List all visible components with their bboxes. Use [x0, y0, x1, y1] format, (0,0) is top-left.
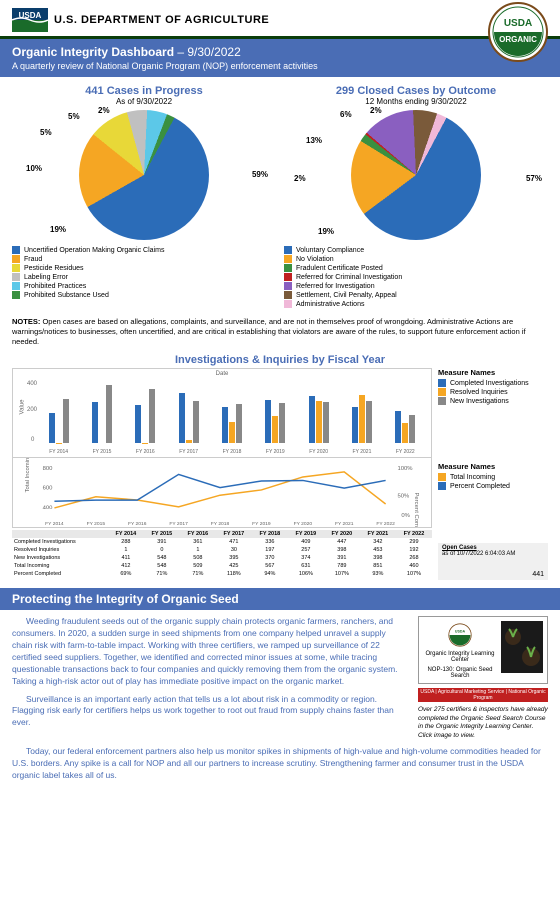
svg-text:FY 2018: FY 2018: [211, 521, 230, 527]
protect-text-continued: Today, our federal enforcement partners …: [0, 746, 560, 796]
svg-text:USDA: USDA: [504, 18, 532, 29]
legend-item: Referred for Criminal Investigation: [284, 273, 548, 281]
dashboard-subtitle: A quarterly review of National Organic P…: [12, 61, 548, 71]
protect-sidebar: USDA Organic Integrity Learning Center N…: [418, 616, 548, 740]
protect-heading: Protecting the Integrity of Organic Seed: [0, 588, 560, 610]
page-header: USDA U.S. DEPARTMENT OF AGRICULTURE USDA…: [0, 0, 560, 39]
pie1-legend: Uncertified Operation Making Organic Cla…: [12, 246, 276, 299]
legend-item: Completed Investigations: [438, 379, 548, 387]
svg-text:USDA: USDA: [455, 630, 466, 634]
svg-text:ORGANIC: ORGANIC: [499, 35, 537, 44]
cases-in-progress-chart: 441 Cases in Progress As of 9/30/2022 59…: [12, 85, 276, 309]
svg-text:FY 2015: FY 2015: [87, 521, 106, 527]
legend-item: Referred for Investigation: [284, 282, 548, 290]
chart2-title: 299 Closed Cases by Outcome: [284, 85, 548, 97]
usda-organic-seal-icon: USDA ORGANIC: [488, 2, 548, 62]
svg-text:600: 600: [43, 486, 54, 492]
svg-text:FY 2020: FY 2020: [294, 521, 313, 527]
pie1-graphic: [79, 110, 209, 240]
dept-name: U.S. DEPARTMENT OF AGRICULTURE: [54, 14, 269, 26]
table-row: Total Incoming41254850942556763178985146…: [12, 562, 432, 570]
svg-text:FY 2016: FY 2016: [128, 521, 147, 527]
table-row: Resolved Inquiries10130197257398453192: [12, 546, 432, 554]
svg-text:FY 2022: FY 2022: [376, 521, 395, 527]
svg-text:FY 2017: FY 2017: [169, 521, 188, 527]
svg-text:FY 2021: FY 2021: [335, 521, 354, 527]
investigations-title: Investigations & Inquiries by Fiscal Yea…: [0, 354, 560, 366]
svg-text:Percent Completed: Percent Completed: [413, 493, 419, 528]
legend-item: Pesticide Residues: [12, 264, 276, 272]
svg-text:Total Incoming: Total Incoming: [25, 458, 31, 493]
table-row: Percent Completed69%71%71%118%94%106%107…: [12, 570, 432, 578]
svg-text:50%: 50%: [397, 494, 410, 500]
pie-charts-row: 441 Cases in Progress As of 9/30/2022 59…: [0, 77, 560, 317]
svg-text:100%: 100%: [397, 466, 413, 472]
legend-item: Total Incoming: [438, 473, 548, 481]
open-cases-box: Open Cases as of 10/7/2022 6:04:03 AM 44…: [438, 543, 548, 580]
table-row: Completed Investigations2883913614713364…: [12, 538, 432, 546]
legend-item: Resolved Inquiries: [438, 388, 548, 396]
legend-item: New Investigations: [438, 397, 548, 405]
investigations-section: Date Value 400 200 0 FY 2014FY 2015FY 20…: [0, 368, 560, 580]
legend-item: Fradulent Certificate Posted: [284, 264, 548, 272]
closed-cases-chart: 299 Closed Cases by Outcome 12 Months en…: [284, 85, 548, 309]
table-row: New Investigations4115485083953703743913…: [12, 554, 432, 562]
investigations-legends: Measure Names Completed InvestigationsRe…: [438, 368, 548, 580]
bar-chart: Date Value 400 200 0 FY 2014FY 2015FY 20…: [12, 368, 432, 458]
legend-item: Labeling Error: [12, 273, 276, 281]
line-chart: Total Incoming Percent Completed 800 600 4…: [12, 458, 432, 528]
red-banner: USDA | Agricultural Marketing Service | …: [418, 688, 548, 702]
svg-text:FY 2014: FY 2014: [45, 521, 64, 527]
legend-item: Prohibited Substance Used: [12, 291, 276, 299]
notes-text: NOTES: Open cases are based on allegatio…: [0, 317, 560, 346]
svg-text:800: 800: [43, 466, 54, 472]
usda-logo-block: USDA U.S. DEPARTMENT OF AGRICULTURE: [12, 8, 269, 32]
chart2-subtitle: 12 Months ending 9/30/2022: [284, 97, 548, 106]
dashboard-title: Organic Integrity Dashboard – 9/30/2022: [12, 45, 548, 59]
svg-text:FY 2019: FY 2019: [252, 521, 271, 527]
usda-logo-icon: USDA: [12, 8, 48, 32]
course-caption: Over 275 certifiers & inspectors have al…: [418, 706, 548, 740]
pie2-legend: Voluntary ComplianceNo ViolationFradulen…: [284, 246, 548, 308]
legend-item: Voluntary Compliance: [284, 246, 548, 254]
legend-item: Prohibited Practices: [12, 282, 276, 290]
seedling-image: [501, 621, 543, 673]
legend-item: Settlement, Civil Penalty, Appeal: [284, 291, 548, 299]
chart1-subtitle: As of 9/30/2022: [12, 97, 276, 106]
title-bar: Organic Integrity Dashboard – 9/30/2022 …: [0, 39, 560, 77]
chart1-title: 441 Cases in Progress: [12, 85, 276, 97]
legend-item: Percent Completed: [438, 482, 548, 490]
protect-section: Weeding fraudulent seeds out of the orga…: [0, 610, 560, 746]
legend-item: No Violation: [284, 255, 548, 263]
protect-text: Weeding fraudulent seeds out of the orga…: [12, 616, 408, 740]
svg-text:400: 400: [43, 506, 54, 512]
pie2-graphic: [351, 110, 481, 240]
investigations-table: FY 2014FY 2015FY 2016FY 2017FY 2018FY 20…: [12, 530, 432, 578]
course-card[interactable]: USDA Organic Integrity Learning Center N…: [418, 616, 548, 684]
legend-item: Administrative Actions: [284, 300, 548, 308]
legend-item: Uncertified Operation Making Organic Cla…: [12, 246, 276, 254]
svg-text:0%: 0%: [401, 513, 410, 519]
legend-item: Fraud: [12, 255, 276, 263]
